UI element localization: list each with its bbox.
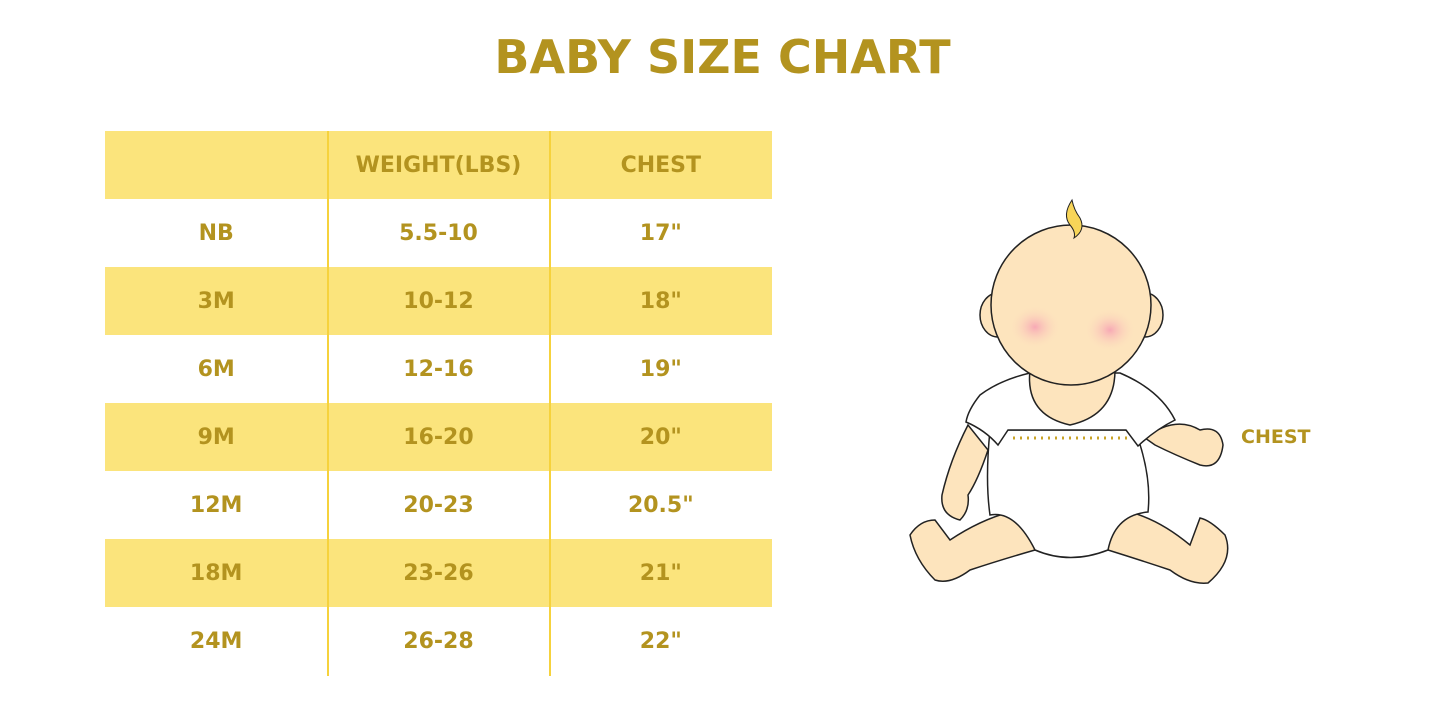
table-row: 24M 26-28 22"	[105, 607, 772, 675]
cell-weight: 23-26	[403, 560, 474, 586]
table-row: 18M 23-26 21"	[105, 539, 772, 607]
cell-weight: 5.5-10	[399, 220, 478, 246]
cell-chest: 17"	[639, 220, 682, 246]
table-header-row: WEIGHT(LBS) CHEST	[105, 131, 772, 199]
cell-size: 6M	[197, 356, 235, 382]
page-title: BABY SIZE CHART	[494, 30, 951, 84]
cell-chest: 20"	[639, 424, 682, 450]
column-divider	[549, 131, 551, 676]
size-table: WEIGHT(LBS) CHEST NB 5.5-10 17" 3M 10-12 18" 6…	[105, 131, 772, 675]
cell-size: 3M	[197, 288, 235, 314]
cell-chest: 20.5"	[627, 492, 694, 518]
cell-chest: 21"	[639, 560, 682, 586]
chest-label: CHEST	[1241, 426, 1311, 448]
table-row: 3M 10-12 18"	[105, 267, 772, 335]
table-row: 12M 20-23 20.5"	[105, 471, 772, 539]
header-weight: WEIGHT(LBS)	[355, 152, 522, 178]
table-row: 9M 16-20 20"	[105, 403, 772, 471]
cell-chest: 18"	[639, 288, 682, 314]
cell-weight: 16-20	[403, 424, 474, 450]
cell-weight: 10-12	[403, 288, 474, 314]
cell-weight: 26-28	[403, 628, 474, 654]
column-divider	[327, 131, 329, 676]
cell-size: 24M	[189, 628, 243, 654]
header-size	[105, 131, 327, 199]
cell-chest: 19"	[639, 356, 682, 382]
baby-illustration-icon	[909, 198, 1229, 584]
cell-chest: 22"	[639, 628, 682, 654]
header-chest: CHEST	[620, 152, 702, 178]
cell-size: 18M	[189, 560, 243, 586]
cell-weight: 12-16	[403, 356, 474, 382]
table-row: 6M 12-16 19"	[105, 335, 772, 403]
table-row: NB 5.5-10 17"	[105, 199, 772, 267]
cell-weight: 20-23	[403, 492, 474, 518]
cell-size: 9M	[197, 424, 235, 450]
cell-size: 12M	[189, 492, 243, 518]
cell-size: NB	[198, 220, 234, 246]
